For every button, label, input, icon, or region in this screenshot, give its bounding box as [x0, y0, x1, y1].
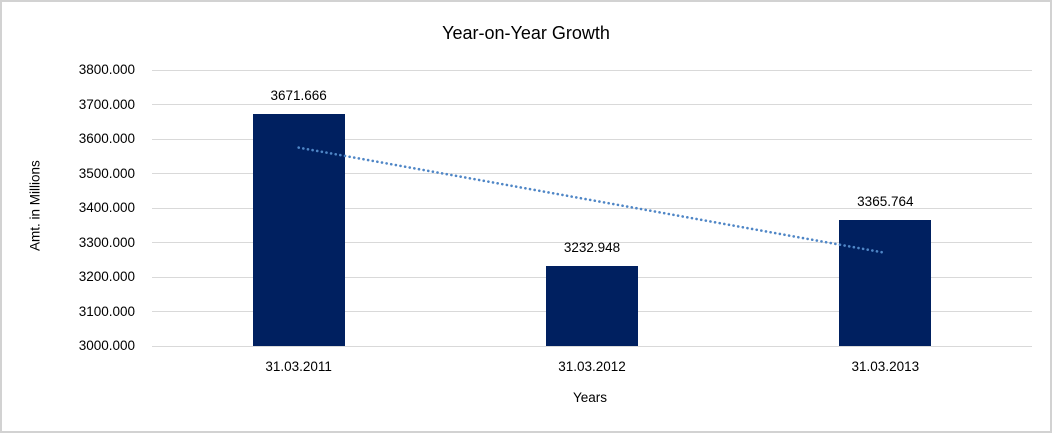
y-axis-tick-label: 3700.000	[78, 96, 135, 112]
x-axis-tick-label: 31.03.2012	[558, 359, 626, 374]
bar	[546, 265, 638, 346]
y-axis-tick-label: 3400.000	[78, 200, 135, 215]
gridline	[152, 69, 1032, 71]
trendline-dotted-line	[297, 146, 887, 255]
y-axis-tick-label: 3800.000	[78, 62, 135, 77]
y-axis-tick-label: 3600.000	[78, 131, 135, 146]
y-axis-tick-label: 3500.000	[78, 165, 135, 181]
y-axis-tick-label: 3100.000	[78, 303, 135, 319]
gridline	[152, 345, 1032, 347]
bar	[839, 219, 932, 346]
gridline	[152, 104, 1032, 105]
x-axis-tick-label: 31.03.2011	[265, 359, 332, 374]
x-axis-title: Years	[572, 390, 608, 405]
bar-data-label: 3671.666	[270, 88, 327, 104]
y-axis-tick-label: 3300.000	[78, 234, 135, 250]
bar-data-label: 3365.764	[857, 193, 914, 209]
y-axis-tick-label: 3000.000	[78, 338, 135, 353]
gridline	[152, 138, 1032, 140]
y-axis-tick-label: 3200.000	[78, 269, 135, 284]
bar	[252, 114, 345, 346]
bar-data-label: 3232.948	[563, 239, 621, 255]
chart-title: Year-on-Year Growth	[442, 23, 610, 43]
x-axis-tick-label: 31.03.2013	[851, 359, 920, 374]
